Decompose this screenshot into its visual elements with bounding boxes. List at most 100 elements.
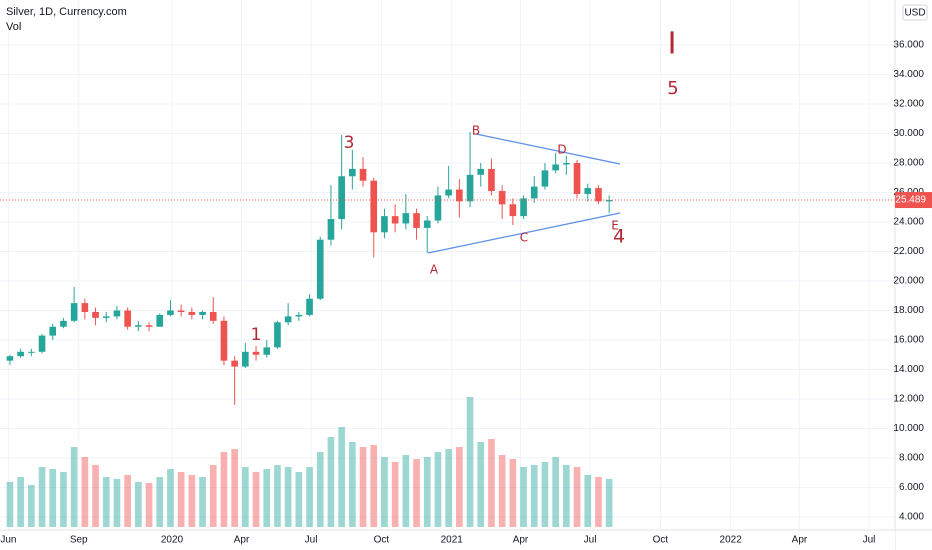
candle-body [530,186,538,199]
volume-bar [49,469,57,527]
y-tick-label: 30.000 [893,128,924,139]
last-price-box [895,192,932,209]
candle-body [359,168,367,181]
wave-label: I [668,27,677,62]
y-tick-label: 10.000 [893,423,924,434]
volume-bar [70,447,78,527]
volume-bar [391,462,399,527]
candle-body [60,320,67,327]
candle-body [605,200,613,202]
volume-bar [370,445,378,527]
volume-bar [552,457,559,527]
y-tick-label: 4.000 [899,512,924,523]
candle-body [370,180,378,233]
y-tick-label: 6.000 [899,482,924,493]
y-tick-label: 32.000 [893,99,924,110]
candle-body [295,314,303,317]
candle-body [498,191,506,205]
candle-body [209,311,217,321]
volume-bar [263,469,271,527]
volume-bar [541,462,549,527]
wave-label: 3 [344,133,355,153]
volume-bar [177,472,185,527]
x-tick-label: Sep [70,535,88,546]
volume-bar [605,479,613,527]
grid [0,0,895,530]
candle-body [381,216,388,233]
x-tick-label: Oct [374,535,390,546]
volume-bar [156,477,164,527]
candle-body [231,360,238,367]
y-tick-label: 22.000 [893,246,924,257]
volume-bar [135,482,142,527]
volume-bar [252,472,260,527]
candle-body [584,188,592,194]
candle-body [316,239,324,299]
currency-label: USD [904,8,925,19]
volume-bar [456,447,463,527]
candle-body [349,168,356,177]
wave-label: A [430,263,439,277]
candle-body [327,219,335,240]
volume-bar [563,465,570,527]
x-tick-label: Jul [584,535,597,546]
candle-body [156,314,164,327]
volume-bar [220,452,228,527]
volume-bar [423,457,431,527]
upper-trendline [475,133,621,165]
price-pane [6,132,613,405]
x-tick-label: Jul [305,535,318,546]
candle-body [177,310,185,312]
volume-bar [28,485,35,527]
candle-body [92,311,99,318]
candle-body [124,310,131,327]
volume-bar [6,482,14,527]
candle-body [509,204,517,217]
volume-bar [81,457,89,527]
y-tick-label: 16.000 [893,335,924,346]
y-tick-label: 34.000 [893,69,924,80]
candle-body [541,170,549,187]
candle-body [477,168,485,175]
volume-bar [231,449,238,527]
candle-body [70,303,78,321]
candle-body [113,310,121,317]
y-tick-label: 14.000 [893,364,924,375]
candle-body [573,162,581,194]
wave-label: 5 [667,78,678,99]
volume-bar [17,477,24,527]
volume-bar [402,455,410,527]
wave-label: D [557,143,566,157]
volume-bar [145,483,153,527]
candle-body [520,198,527,217]
axis-labels: 4.000 6.000 8.000 10.000 12.000 14.000 16.000 1… [0,40,932,546]
volume-bar [359,447,367,527]
volume-bar [327,437,335,527]
wave-label: 4 [613,226,625,248]
volume-bar [188,475,196,527]
candle-body [402,213,410,224]
volume-pane [6,397,613,527]
volume-bar [509,459,517,527]
x-tick-label: Jun [0,535,16,546]
time-axis [0,530,895,550]
candle-body [595,188,602,202]
volume-bar [498,455,506,527]
candle-body [488,168,495,192]
chart-title: Silver, 1D, Currency.com [6,6,127,18]
x-tick-label: Jul [863,535,876,546]
volume-bar [284,467,292,527]
x-tick-label: 2020 [161,535,184,546]
currency-box[interactable] [902,4,928,21]
volume-bar [338,427,345,527]
candle-body [338,176,345,220]
x-tick-label: Oct [653,535,669,546]
candle-body [242,351,249,367]
x-tick-label: 2021 [441,535,464,546]
candle-body [6,356,14,361]
volume-bar [381,457,388,527]
candle-body [413,213,420,228]
candle-body [17,351,24,357]
